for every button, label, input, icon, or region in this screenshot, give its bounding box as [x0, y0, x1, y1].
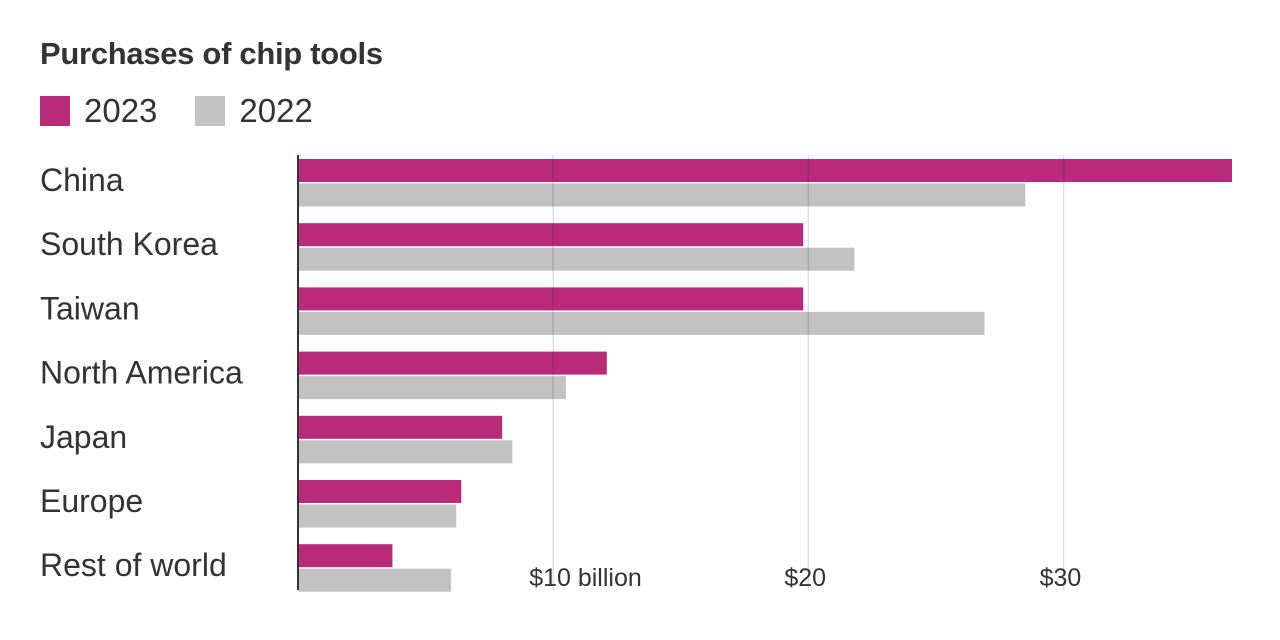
bar-taiwan-2023 — [298, 287, 804, 311]
bar-china-2022 — [298, 183, 1026, 207]
tick-label-10: $10 billion — [529, 564, 642, 592]
bar-japan-2022 — [298, 440, 513, 464]
bar-europe-2022 — [298, 504, 457, 528]
category-label-taiwan: Taiwan — [40, 290, 140, 326]
category-label-south-korea: South Korea — [40, 226, 218, 262]
legend-label-2023: 2023 — [84, 92, 158, 129]
category-label-europe: Europe — [40, 483, 143, 519]
bar-north-america-2023 — [298, 351, 607, 375]
legend-swatch-2022 — [195, 96, 226, 126]
legend-label-2022: 2022 — [239, 92, 313, 129]
legend-item-2022: 2022 — [195, 92, 313, 130]
tick-label-30: $30 — [1040, 564, 1082, 592]
category-label-rest-of-world: Rest of world — [40, 547, 227, 583]
bar-south-korea-2023 — [298, 223, 804, 247]
bar-rest-of-world-2023 — [298, 544, 393, 568]
bar-south-korea-2022 — [298, 247, 855, 271]
bar-north-america-2022 — [298, 376, 566, 400]
legend-item-2023: 2023 — [40, 92, 157, 130]
bar-china-2023 — [298, 159, 1232, 182]
bar-europe-2023 — [298, 480, 462, 503]
legend: 2023 2022 — [40, 92, 351, 130]
chart-title: Purchases of chip tools — [40, 36, 383, 71]
category-label-china: China — [40, 162, 124, 198]
bar-taiwan-2022 — [298, 311, 985, 335]
bar-japan-2023 — [298, 415, 503, 439]
tick-label-20: $20 — [784, 564, 826, 592]
category-label-japan: Japan — [40, 419, 127, 455]
bar-rest-of-world-2022 — [298, 568, 452, 592]
legend-swatch-2023 — [40, 96, 70, 126]
category-label-north-america: North America — [40, 355, 243, 391]
